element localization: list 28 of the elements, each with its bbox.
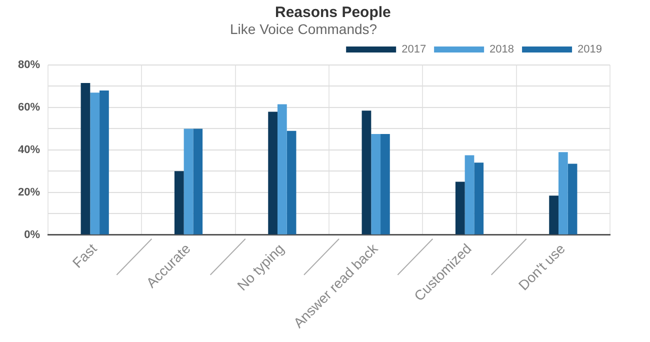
legend-label: 2018	[490, 44, 514, 56]
y-tick-label: 80%	[18, 59, 40, 72]
bar	[184, 128, 194, 234]
bar	[464, 155, 474, 234]
bar	[380, 134, 390, 234]
y-tick-label: 20%	[18, 186, 40, 198]
bar	[286, 130, 296, 234]
bar	[558, 152, 568, 234]
chart-subtitle: Like Voice Commands?	[230, 21, 378, 37]
y-tick-label: 40%	[18, 144, 40, 156]
bar	[455, 182, 465, 234]
bar	[80, 83, 90, 234]
legend-label: 2019	[578, 44, 602, 56]
bar	[268, 112, 278, 234]
bar	[549, 196, 558, 234]
bar	[371, 134, 381, 234]
chart-title: Reasons People	[274, 4, 392, 21]
bar	[474, 162, 484, 234]
legend-label: 2017	[402, 44, 426, 56]
bar	[568, 164, 578, 234]
bar	[193, 128, 203, 234]
bar	[174, 171, 184, 234]
y-tick-label: 60%	[18, 102, 40, 114]
y-tick-label: 0%	[24, 228, 40, 241]
bar	[277, 104, 287, 234]
bar	[362, 110, 372, 234]
bar	[90, 92, 100, 234]
bar	[100, 90, 109, 234]
